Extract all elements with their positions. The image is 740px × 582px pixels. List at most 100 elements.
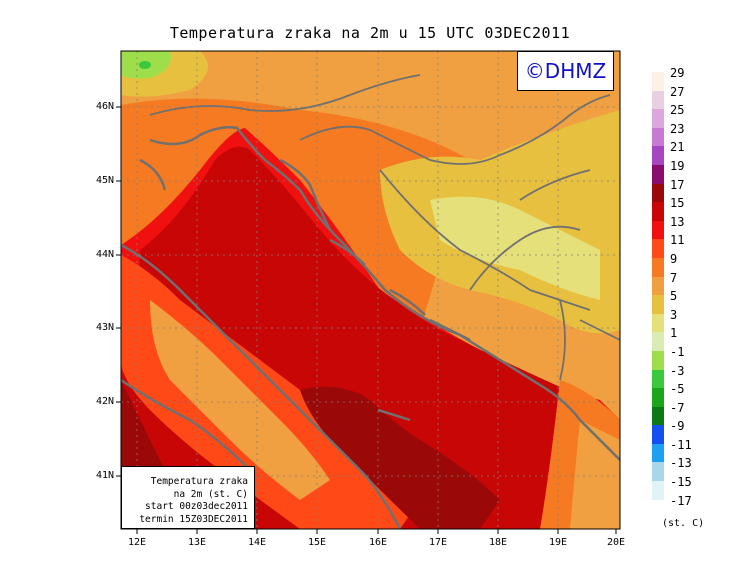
legend-swatch xyxy=(652,350,664,370)
legend-row: -11 xyxy=(652,438,740,463)
legend-swatch xyxy=(652,239,664,258)
temperature-zone-17-south xyxy=(300,386,500,529)
legend-swatch xyxy=(652,183,664,203)
legend-swatch xyxy=(652,481,664,500)
legend-row: -3 xyxy=(652,364,740,389)
lon-label-17e: 17E xyxy=(428,537,448,548)
legend-swatch xyxy=(652,499,664,519)
legend-row: 7 xyxy=(652,271,740,296)
legend-label: 1 xyxy=(670,326,678,341)
dhmz-logo: ©DHMZ xyxy=(517,51,614,91)
legend-label: 11 xyxy=(670,233,685,248)
legend-label: 5 xyxy=(670,289,678,304)
temperature-zone-minus3 xyxy=(139,61,151,69)
map-title: Temperatura zraka na 2m u 15 UTC 03DEC20… xyxy=(169,24,571,42)
info-line-units: na 2m (st. C) xyxy=(173,488,248,500)
lon-label-16e: 16E xyxy=(368,537,388,548)
legend-row: 1 xyxy=(652,326,740,351)
legend-label: 9 xyxy=(670,251,678,266)
legend-row: -5 xyxy=(652,382,740,407)
legend-label: 17 xyxy=(670,177,685,192)
legend-label: 27 xyxy=(670,84,685,99)
map-frame xyxy=(120,50,621,530)
legend-label: 13 xyxy=(670,214,685,229)
legend-label: 23 xyxy=(670,121,685,136)
legend-row: -17 xyxy=(652,494,740,519)
legend-row: -15 xyxy=(652,475,740,500)
legend-label: -11 xyxy=(670,437,692,452)
temperature-zone-7-italy xyxy=(150,300,330,500)
lon-label-19e: 19E xyxy=(548,537,568,548)
lon-label-14e: 14E xyxy=(247,537,267,548)
legend-swatch xyxy=(652,332,664,351)
legend-swatch xyxy=(652,146,664,165)
temperature-zone-11-italy xyxy=(121,255,420,529)
legend-swatch xyxy=(652,257,664,277)
lat-lon-grid xyxy=(121,51,620,529)
legend-swatch xyxy=(652,220,664,240)
legend-row: 13 xyxy=(652,215,740,240)
lat-label-41n: 41N xyxy=(95,470,114,481)
legend-swatch xyxy=(652,127,664,147)
lat-label-44n: 44N xyxy=(95,249,114,260)
lat-label-45n: 45N xyxy=(95,175,114,186)
legend-label: 19 xyxy=(670,158,685,173)
legend-swatch xyxy=(652,462,664,482)
lon-label-18e: 18E xyxy=(488,537,508,548)
legend-row: 29 xyxy=(652,66,740,91)
legend-label: -15 xyxy=(670,475,692,490)
legend-row: 25 xyxy=(652,103,740,128)
legend-label: -13 xyxy=(670,456,692,471)
legend-row: 21 xyxy=(652,140,740,165)
legend-row: -7 xyxy=(652,401,740,426)
info-line-start: start 00z03dec2011 xyxy=(145,501,248,512)
legend-swatch xyxy=(652,443,664,463)
legend-row: -13 xyxy=(652,456,740,482)
legend-row: 23 xyxy=(652,122,740,147)
legend-label: 29 xyxy=(670,66,685,80)
lon-label-15e: 15E xyxy=(307,537,327,548)
legend-row: 9 xyxy=(652,252,740,277)
lat-label-43n: 43N xyxy=(95,322,114,333)
legend-label: -1 xyxy=(670,344,685,359)
lat-label-46n: 46N xyxy=(95,101,114,112)
legend-swatch xyxy=(652,425,664,444)
legend-row: 11 xyxy=(652,233,740,258)
legend-label: 15 xyxy=(670,196,685,211)
legend-row: -9 xyxy=(652,419,740,444)
legend-swatch xyxy=(652,388,664,407)
legend-swatch xyxy=(652,369,664,389)
legend-label: -17 xyxy=(670,493,692,508)
legend-row: 5 xyxy=(652,289,740,314)
legend-label: -9 xyxy=(670,419,685,434)
legend-swatch xyxy=(652,164,664,184)
info-box: Temperatura zraka na 2m (st. C) start 00… xyxy=(121,466,255,529)
legend-row: 17 xyxy=(652,178,740,203)
info-line-termin: termin 15Z03DEC2011 xyxy=(139,513,248,525)
legend-units: (st. C) xyxy=(662,518,705,529)
lon-label-20e: 20E xyxy=(606,537,626,548)
lon-label-12e: 12E xyxy=(127,537,147,548)
legend-row: -1 xyxy=(652,345,740,370)
legend-swatch xyxy=(652,72,664,91)
legend-label: 7 xyxy=(670,270,678,285)
legend-swatch xyxy=(652,109,664,128)
legend-swatch xyxy=(652,313,664,333)
color-legend: 29 27 25 23 21 19 17 15 13 11 9 7 5 3 1 -1 -3 -5 -7 -9 -11 -1… xyxy=(652,66,740,519)
lon-label-13e: 13E xyxy=(187,537,207,548)
legend-label: -3 xyxy=(670,363,685,378)
legend-row: 19 xyxy=(652,159,740,184)
legend-swatch xyxy=(652,406,664,426)
legend-swatch xyxy=(652,90,664,110)
info-line-variable: Temperatura zraka xyxy=(150,476,248,487)
legend-swatch xyxy=(652,295,664,314)
legend-row: 3 xyxy=(652,308,740,333)
legend-swatch xyxy=(652,276,664,296)
legend-label: 21 xyxy=(670,140,685,155)
temperature-zone-3 xyxy=(430,196,600,300)
legend-swatch xyxy=(652,202,664,221)
legend-label: -5 xyxy=(670,382,685,397)
legend-label: -7 xyxy=(670,400,685,415)
legend-label: 25 xyxy=(670,103,685,118)
